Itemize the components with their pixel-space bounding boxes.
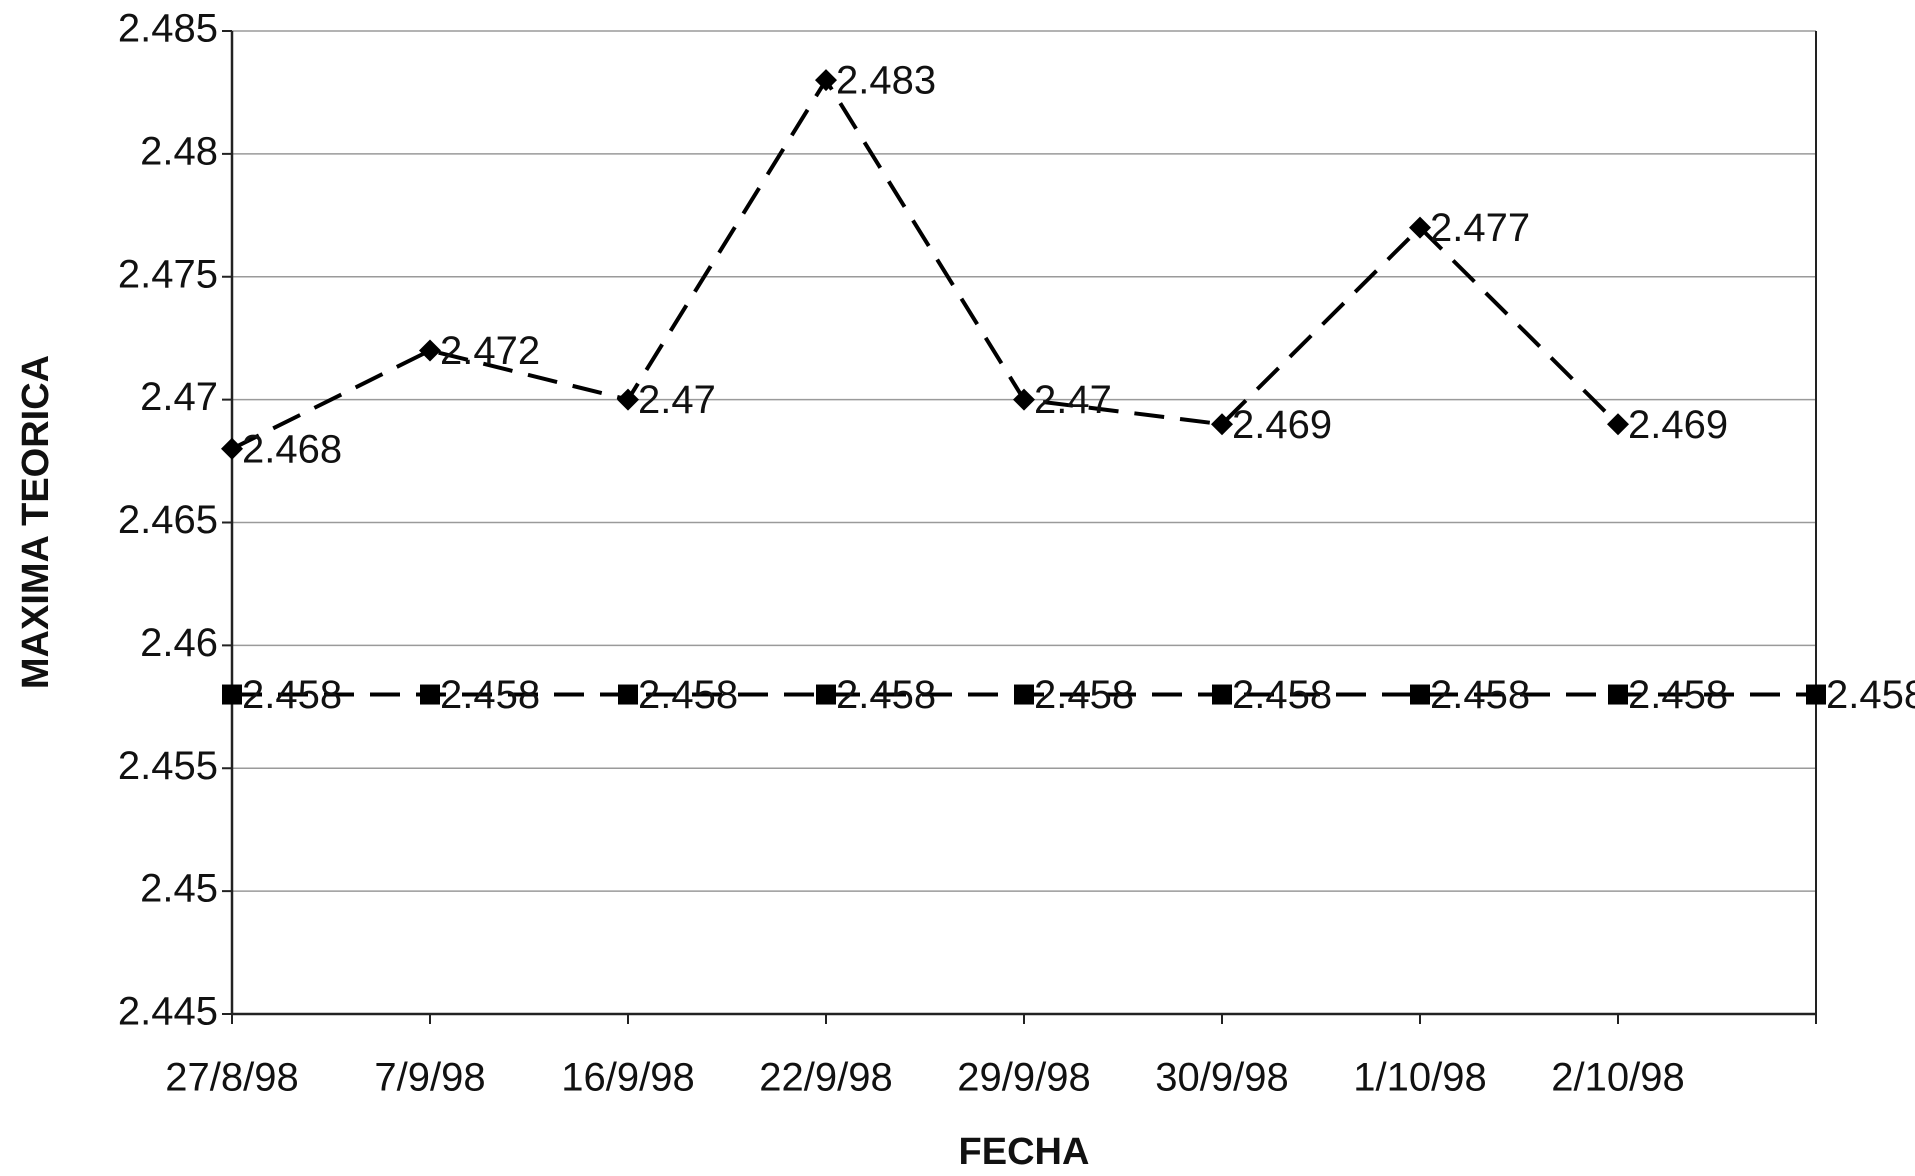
square-marker xyxy=(816,684,836,705)
data-label: 2.458 xyxy=(836,673,936,717)
data-label: 2.458 xyxy=(242,673,342,717)
x-tick-label: 22/9/98 xyxy=(759,1056,892,1100)
data-label: 2.483 xyxy=(836,59,936,103)
y-axis-title: MAXIMA TEORICA xyxy=(15,355,57,689)
x-tick-label: 7/9/98 xyxy=(374,1056,485,1100)
diamond-marker xyxy=(617,388,639,411)
y-tick-label: 2.455 xyxy=(118,744,218,788)
x-tick-label: 30/9/98 xyxy=(1155,1056,1288,1100)
data-label: 2.458 xyxy=(1232,673,1332,717)
x-tick-label: 27/8/98 xyxy=(165,1056,298,1100)
series-line xyxy=(231,76,1620,451)
y-tick-label: 2.48 xyxy=(140,129,218,173)
diamond-marker xyxy=(419,339,441,362)
y-tick-label: 2.485 xyxy=(118,7,218,51)
square-marker xyxy=(1608,684,1628,705)
x-tick-label: 1/10/98 xyxy=(1353,1056,1486,1100)
data-label: 2.468 xyxy=(242,427,342,471)
square-marker xyxy=(1014,684,1034,705)
square-marker xyxy=(420,684,440,705)
data-label: 2.458 xyxy=(1628,673,1728,717)
data-label: 2.472 xyxy=(440,329,540,373)
y-tick-label: 2.45 xyxy=(140,867,218,911)
y-tick-label: 2.46 xyxy=(140,621,218,665)
data-label: 2.458 xyxy=(1034,673,1134,717)
x-axis-title: FECHA xyxy=(959,1131,1090,1173)
y-tick-label: 2.475 xyxy=(118,252,218,296)
x-tick-label: 29/9/98 xyxy=(957,1056,1090,1100)
square-marker xyxy=(1212,684,1232,705)
y-tick-label: 2.445 xyxy=(118,990,218,1034)
x-tick-label: 16/9/98 xyxy=(561,1056,694,1100)
data-label: 2.47 xyxy=(638,378,716,422)
diamond-marker xyxy=(221,437,243,460)
square-marker xyxy=(222,684,242,705)
square-marker xyxy=(1410,684,1430,705)
data-label: 2.47 xyxy=(1034,378,1112,422)
y-tick-label: 2.47 xyxy=(140,375,218,419)
data-label: 2.458 xyxy=(1826,673,1915,717)
diamond-marker xyxy=(1409,216,1431,239)
data-label: 2.469 xyxy=(1232,403,1332,447)
square-marker xyxy=(618,684,638,705)
diamond-marker xyxy=(815,69,837,92)
diamond-marker xyxy=(1607,413,1629,436)
diamond-marker xyxy=(1013,388,1035,411)
data-label: 2.469 xyxy=(1628,403,1728,447)
data-label: 2.458 xyxy=(440,673,540,717)
data-label: 2.458 xyxy=(1430,673,1530,717)
x-tick-label: 2/10/98 xyxy=(1551,1056,1684,1100)
data-label: 2.458 xyxy=(638,673,738,717)
diamond-marker xyxy=(1211,413,1233,436)
data-label: 2.477 xyxy=(1430,206,1530,250)
square-marker xyxy=(1806,684,1826,705)
y-tick-label: 2.465 xyxy=(118,498,218,542)
